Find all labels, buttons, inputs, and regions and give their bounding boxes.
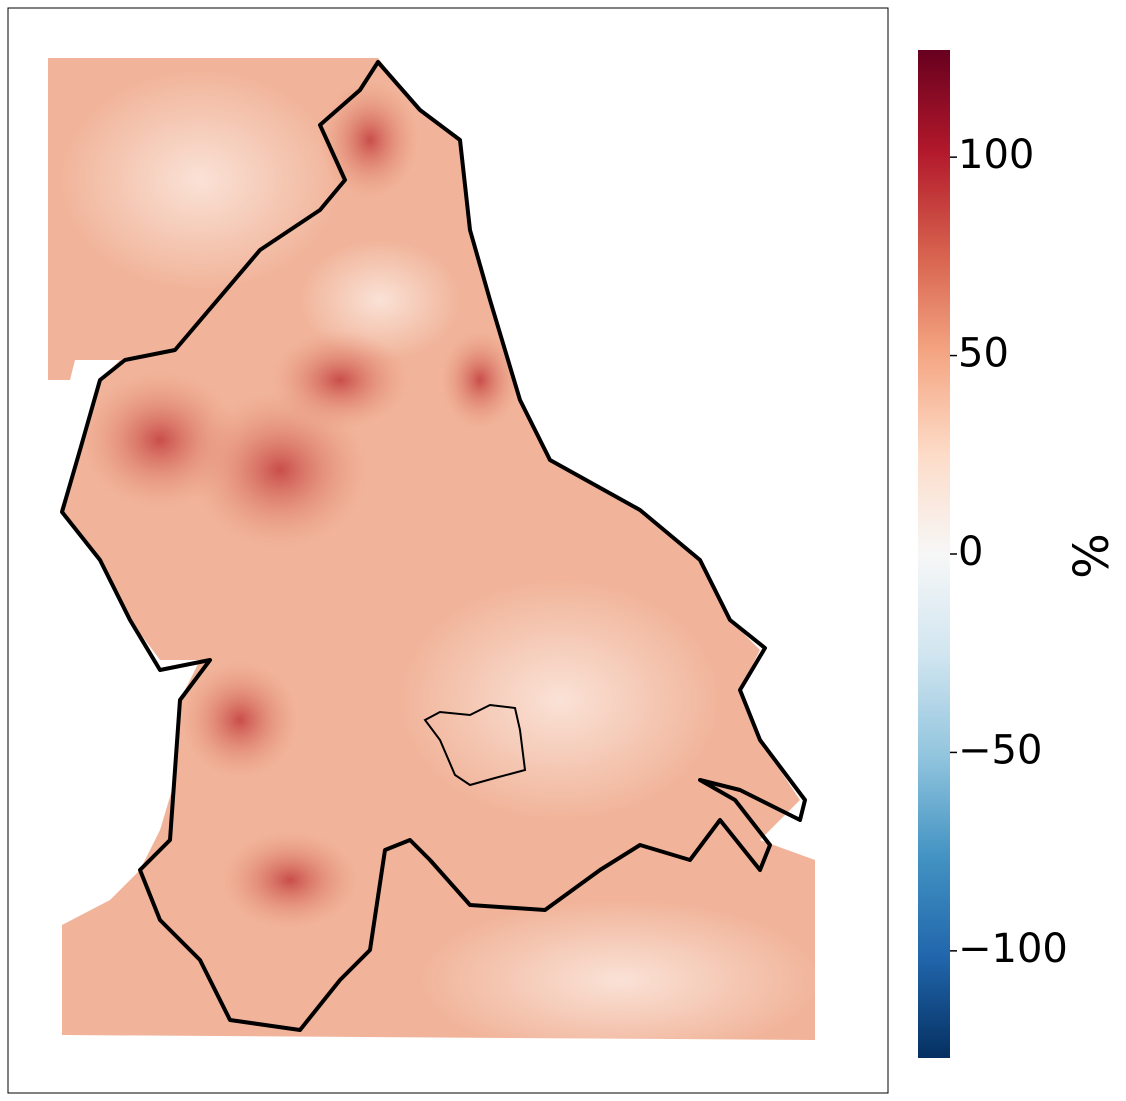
- colorbar-tick-label: −50: [958, 727, 1042, 773]
- colorbar-tick-label: 50: [958, 331, 1009, 377]
- colorbar-tick-label: −100: [958, 926, 1068, 972]
- region-outline: [60, 60, 807, 1032]
- colorbar-label: %: [1064, 533, 1120, 579]
- colorbar: [918, 50, 950, 1058]
- colorbar-tick-label: 100: [958, 132, 1034, 178]
- colorbar-tick-label: 0: [958, 529, 983, 575]
- city-outline: [423, 703, 527, 787]
- raster: [48, 58, 815, 1040]
